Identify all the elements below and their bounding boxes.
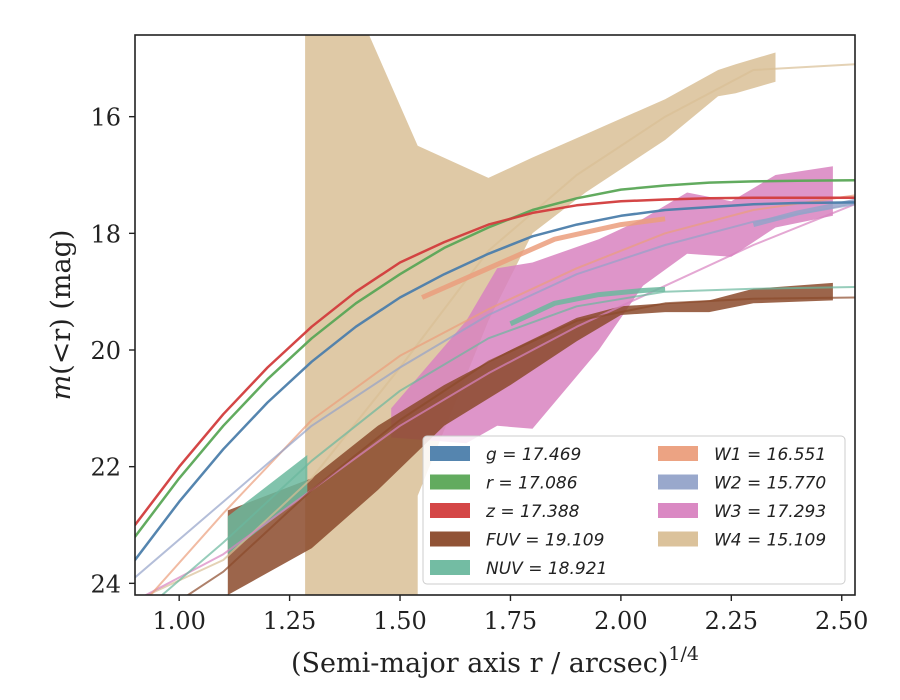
legend-swatch-r <box>430 474 470 490</box>
model-curve-w2 <box>135 203 855 579</box>
legend-label-w2: W2 = 15.770 <box>714 474 826 494</box>
x-tick-label: 2.00 <box>594 607 647 635</box>
measured-curve-w1 <box>421 216 666 300</box>
legend-label-fuv: FUV = 19.109 <box>486 531 604 551</box>
x-tick-label: 2.50 <box>815 607 868 635</box>
x-tick-label: 1.00 <box>152 607 205 635</box>
plot-frame <box>134 34 856 596</box>
y-tick-label: 22 <box>90 454 121 482</box>
legend-label-r: r = 17.086 <box>486 474 578 494</box>
y-tick-label: 16 <box>90 104 121 132</box>
measured-curve-w2 <box>752 198 855 228</box>
model-curve-w3 <box>143 203 855 595</box>
band-nuv <box>227 455 308 555</box>
model-curve-g <box>135 201 855 562</box>
legend-label-z: z = 17.388 <box>485 502 580 522</box>
legend-label-w3: W3 = 17.293 <box>714 502 826 522</box>
legend-label-nuv: NUV = 18.921 <box>486 559 607 579</box>
legend-swatch-w2 <box>658 474 698 490</box>
measured-curve-nuv <box>509 286 666 327</box>
y-axis-title-symbol: m <box>46 375 77 401</box>
model-curve-z <box>135 196 855 527</box>
legend-swatch-fuv <box>430 531 470 547</box>
legend: g = 17.469 r = 17.086 z = 17.388 FUV = 19.1… <box>422 435 846 585</box>
legend-label-w4: W4 = 15.109 <box>714 531 826 551</box>
x-axis-title-text: (Semi-major axis r / arcsec) <box>291 648 668 679</box>
legend-box <box>422 435 846 585</box>
model-curve-w1 <box>149 194 855 595</box>
y-tick-label: 24 <box>90 570 121 598</box>
legend-swatch-w3 <box>658 503 698 518</box>
x-tick-label: 1.75 <box>484 607 537 635</box>
legend-swatch-nuv <box>430 560 470 575</box>
legend-label-w1: W1 = 16.551 <box>714 445 826 465</box>
legend-swatch-g <box>430 446 470 461</box>
x-axis-title-superscript: 1/4 <box>668 643 699 665</box>
y-tick-label: 20 <box>90 337 121 365</box>
model-curve-fuv <box>186 296 855 595</box>
model-curve-nuv <box>160 286 855 595</box>
band-fuv <box>227 282 833 595</box>
legend-swatch-w4 <box>658 531 698 547</box>
legend-swatch-w1 <box>658 446 698 461</box>
data-lines <box>135 63 855 595</box>
model-curve-r <box>135 179 855 538</box>
y-axis-title: m(<r) (mag) <box>46 230 77 401</box>
legend-label-g: g = 17.469 <box>486 445 581 465</box>
legend-swatch-z <box>430 503 470 518</box>
x-axis-title: (Semi-major axis r / arcsec)1/4 <box>291 643 699 679</box>
x-tick-label: 2.25 <box>705 607 758 635</box>
x-tick-label: 1.25 <box>263 607 316 635</box>
axis-ticks: 1.00 1.25 1.50 1.75 2.00 2.25 2.50 16 18 20 22 24 <box>90 104 868 635</box>
y-tick-label: 18 <box>90 220 121 248</box>
x-tick-label: 1.50 <box>373 607 426 635</box>
y-axis-title-rest: (<r) (mag) <box>46 230 77 375</box>
